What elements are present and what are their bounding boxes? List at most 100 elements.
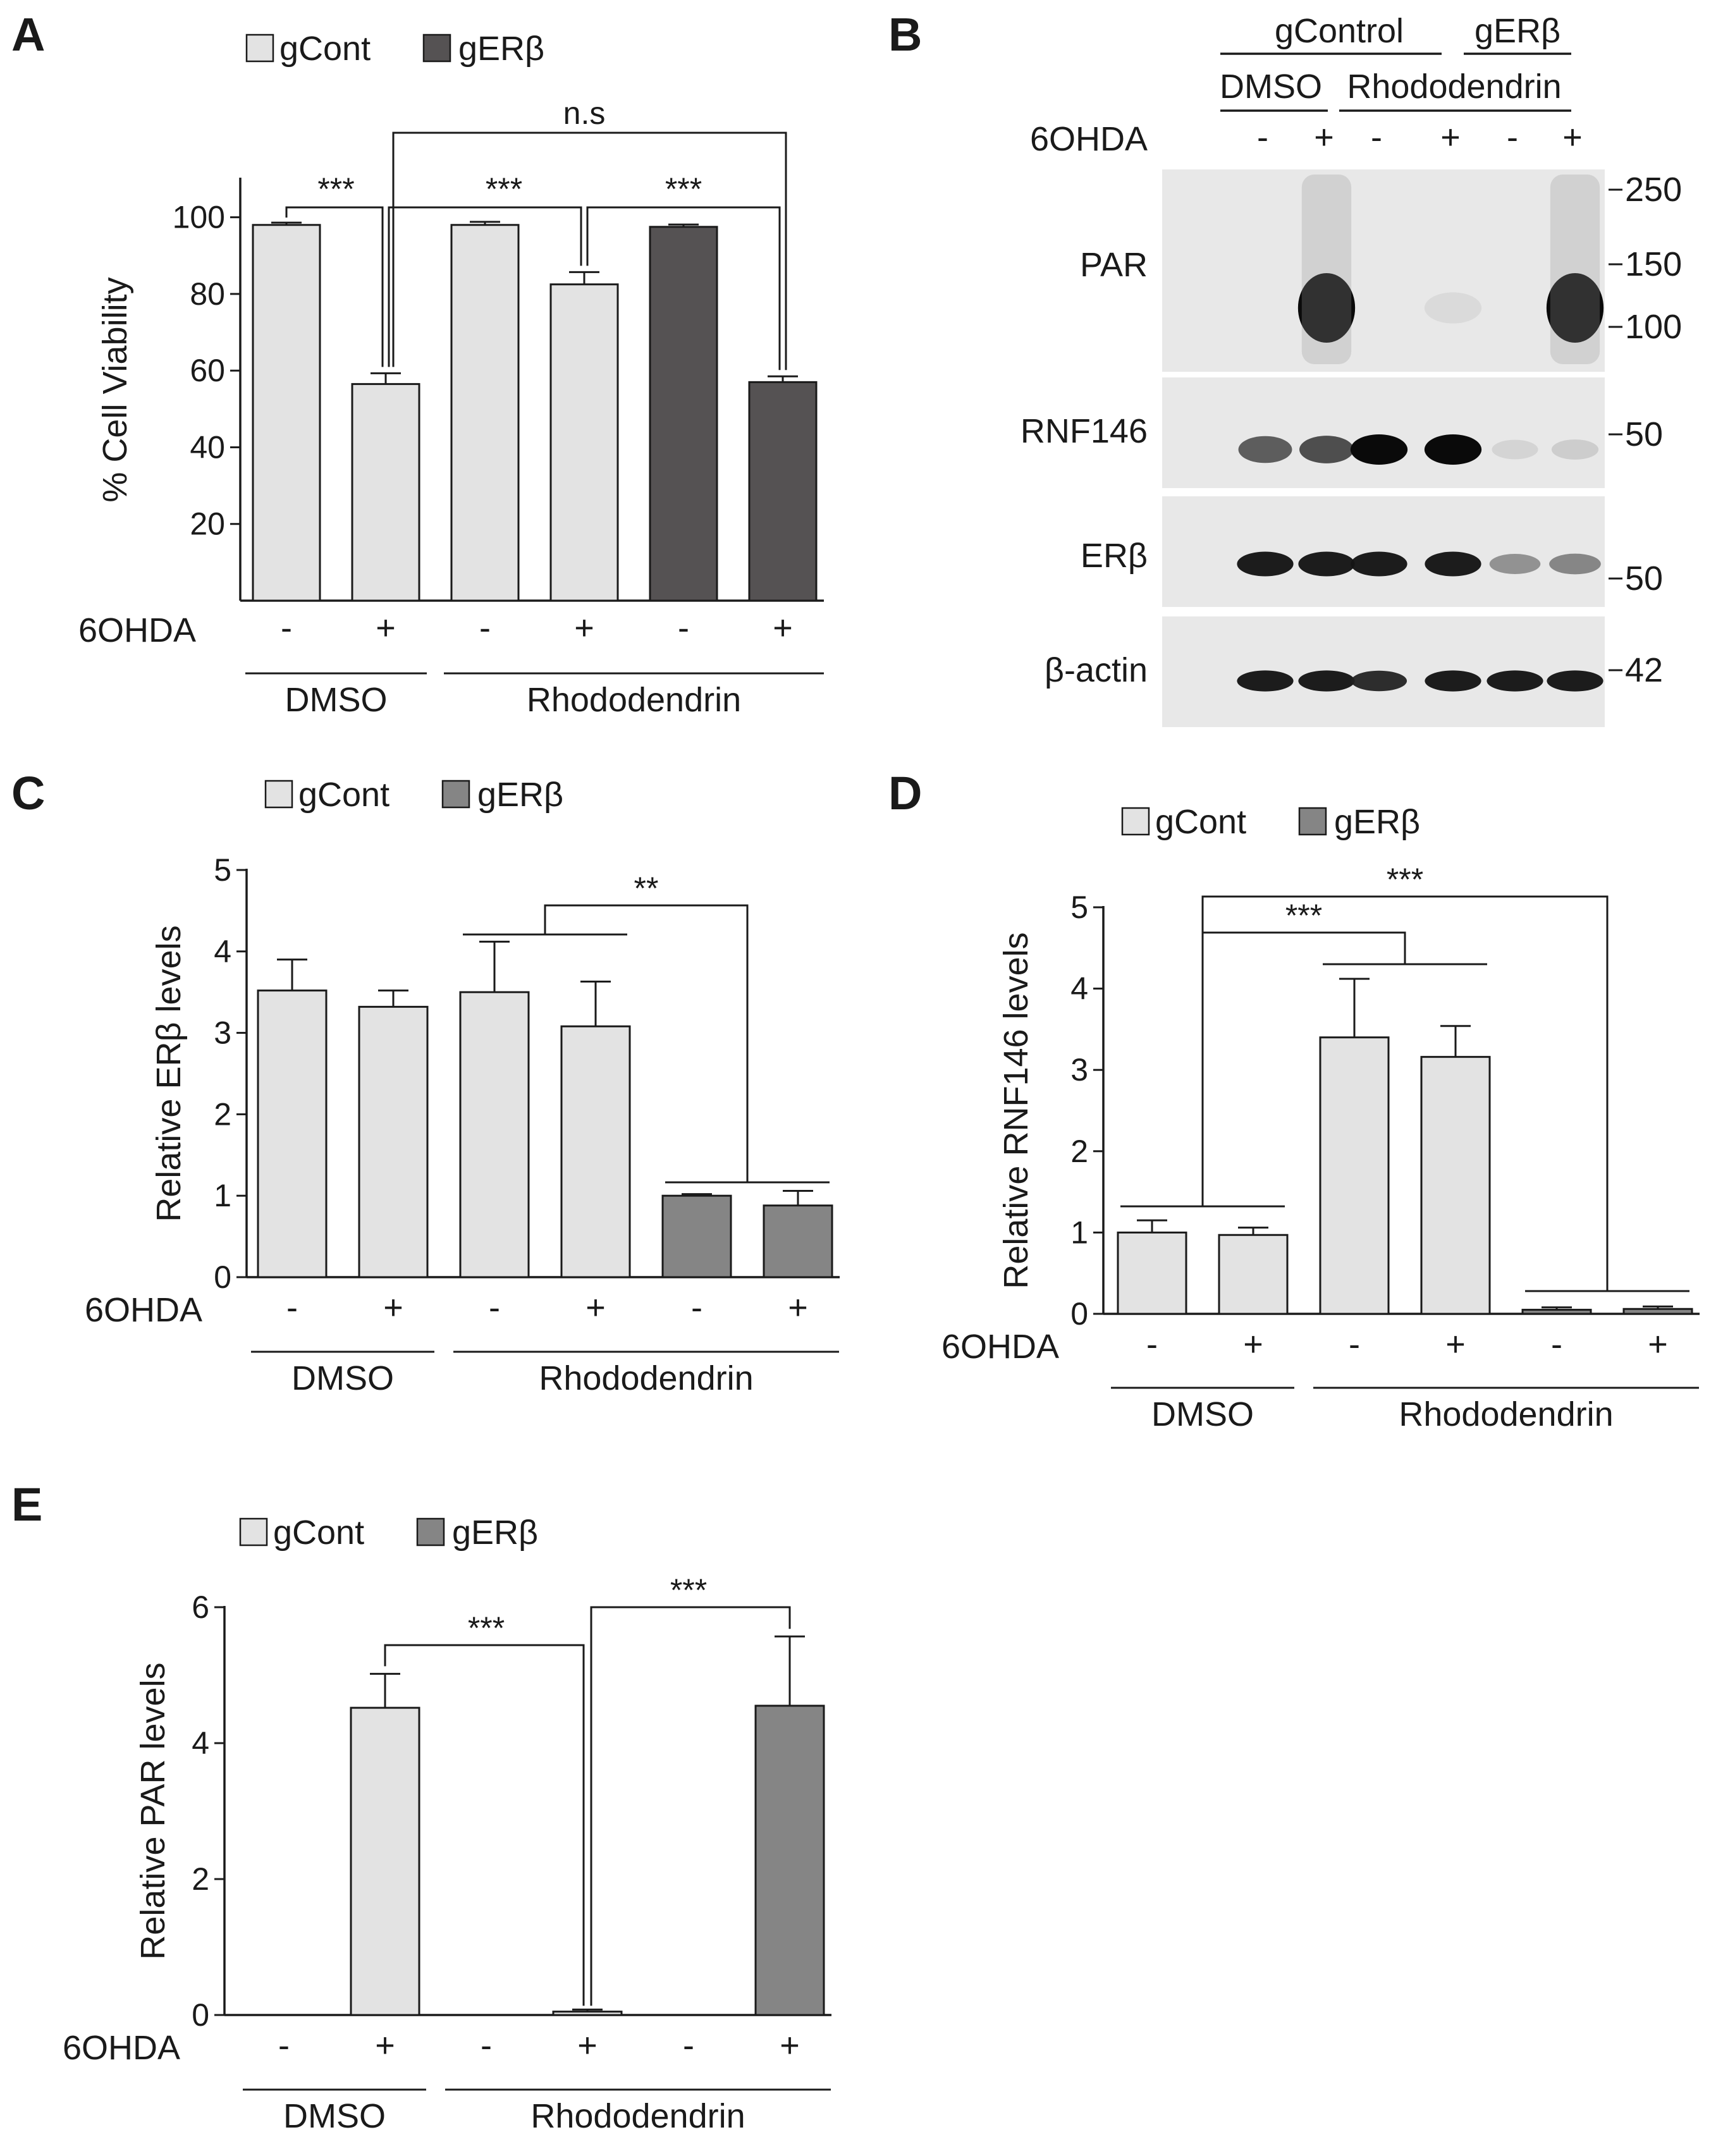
blot-band-3-1 bbox=[1237, 551, 1294, 577]
treatment-sign-3: - bbox=[481, 2026, 492, 2064]
treatment-sign-6: + bbox=[780, 2026, 800, 2064]
treatment-sign-4: + bbox=[585, 1289, 606, 1326]
legend-swatch-gcont bbox=[1121, 807, 1150, 836]
bar-6 bbox=[748, 381, 818, 602]
blot-strip-2 bbox=[1162, 377, 1605, 488]
sig-label-2: *** bbox=[1387, 862, 1423, 897]
sig-bracket-1 bbox=[544, 904, 749, 1182]
legend-label-gerb: gERβ bbox=[477, 776, 563, 814]
sig-label-1: *** bbox=[1285, 898, 1322, 933]
bar-4 bbox=[549, 283, 619, 602]
treatment-sign-1: - bbox=[281, 609, 292, 647]
blot-sign-4: + bbox=[1440, 118, 1461, 156]
legend-label-gcont: gCont bbox=[298, 776, 389, 814]
bar-1 bbox=[1117, 1231, 1187, 1315]
y-tick-label: 1 bbox=[214, 1178, 231, 1213]
blot-smear-6 bbox=[1550, 175, 1600, 364]
treatment-sign-1: - bbox=[1146, 1325, 1158, 1363]
treatment-sign-1: - bbox=[286, 1289, 298, 1326]
group-label-1: DMSO bbox=[1151, 1395, 1254, 1433]
blot-band-3-4 bbox=[1425, 551, 1481, 577]
blot-treatment-label: 6OHDA bbox=[1030, 120, 1148, 158]
legend-swatch-gcont bbox=[264, 780, 293, 809]
sig-bracket-1 bbox=[384, 1644, 585, 2006]
treatment-sign-3: - bbox=[479, 609, 491, 647]
blot-band-4-3 bbox=[1351, 670, 1407, 692]
y-tick-label: 0 bbox=[214, 1259, 231, 1295]
y-tick-label: 4 bbox=[1070, 971, 1088, 1007]
legend-swatch-gerb bbox=[416, 1517, 445, 1547]
y-tick-label: 20 bbox=[190, 506, 225, 542]
bar-4 bbox=[560, 1025, 631, 1278]
group-label-2: Rhododendrin bbox=[530, 2097, 745, 2135]
blot-band-4-6 bbox=[1547, 670, 1603, 692]
panel-letter-a: A bbox=[11, 8, 45, 61]
blot-sign-3: - bbox=[1371, 118, 1382, 156]
blot-band-3-2 bbox=[1298, 551, 1355, 577]
treatment-sign-2: + bbox=[376, 609, 396, 647]
treatment-sign-5: - bbox=[691, 1289, 702, 1326]
treatment-sign-4: + bbox=[574, 609, 594, 647]
blot-row-label-2: RNF146 bbox=[1021, 412, 1148, 450]
blot-band-4-4 bbox=[1425, 670, 1481, 692]
panel-letter-c: C bbox=[11, 767, 45, 819]
y-tick-label: 100 bbox=[173, 200, 225, 235]
group-label-2: Rhododendrin bbox=[527, 681, 741, 719]
bar-2 bbox=[350, 1706, 420, 2016]
bar-6 bbox=[754, 1705, 825, 2016]
blot-band-1-4 bbox=[1424, 292, 1482, 324]
treatment-sign-4: + bbox=[1445, 1325, 1466, 1363]
bar-5 bbox=[661, 1194, 732, 1278]
blot-band-4-5 bbox=[1487, 670, 1543, 692]
y-tick-label: 2 bbox=[214, 1096, 231, 1132]
panel-d-chart: gCont gERβ 0 1 2 3 4 5 Relative RNF146 levels 6OH… bbox=[941, 803, 1700, 1433]
blot-band-3-6 bbox=[1549, 553, 1601, 575]
treatment-sign-3: - bbox=[1349, 1325, 1360, 1363]
sig-bracket-4 bbox=[392, 132, 787, 371]
sig-label-2: *** bbox=[670, 1572, 707, 1608]
blot-marker-label-1-1: 250 bbox=[1625, 171, 1682, 209]
panel-letter-d: D bbox=[888, 767, 922, 819]
treatment-sign-6: + bbox=[773, 609, 793, 647]
blot-band-2-5 bbox=[1492, 439, 1538, 460]
group-label-2: Rhododendrin bbox=[539, 1359, 753, 1397]
bar-5 bbox=[649, 226, 718, 602]
legend-label-gerb: gERβ bbox=[452, 1514, 538, 1552]
sig-label-1: ** bbox=[634, 871, 659, 906]
panel-a-chart: gCont gERβ 20 40 60 80 100 % Cell Viability 6OHD… bbox=[78, 30, 824, 719]
treatment-sign-2: + bbox=[383, 1289, 403, 1326]
blot-strip-1 bbox=[1162, 169, 1605, 372]
bar-6 bbox=[1622, 1308, 1693, 1315]
treatment-label: 6OHDA bbox=[85, 1291, 202, 1329]
blot-sign-2: + bbox=[1314, 118, 1334, 156]
y-tick-label: 5 bbox=[214, 852, 231, 888]
blot-subgroup-1: DMSO bbox=[1220, 68, 1322, 106]
blot-marker-label-3-1: 50 bbox=[1625, 560, 1663, 597]
treatment-label: 6OHDA bbox=[78, 611, 196, 649]
blot-band-4-1 bbox=[1237, 670, 1294, 692]
y-tick-label: 4 bbox=[214, 934, 231, 969]
blot-sign-5: - bbox=[1507, 118, 1518, 156]
bar-2 bbox=[1218, 1234, 1289, 1315]
panel-letter-b: B bbox=[888, 8, 922, 61]
blot-header-group-1: gControl bbox=[1275, 12, 1404, 50]
legend-swatch-gerb bbox=[1298, 807, 1327, 836]
y-tick-label: 3 bbox=[1070, 1052, 1088, 1087]
blot-band-2-4 bbox=[1424, 434, 1482, 465]
treatment-sign-5: - bbox=[683, 2026, 694, 2064]
blot-strip-3 bbox=[1162, 496, 1605, 607]
treatment-sign-6: + bbox=[788, 1289, 808, 1326]
y-tick-label: 4 bbox=[192, 1725, 209, 1761]
sig-bracket-2 bbox=[1201, 895, 1609, 1291]
bar-4 bbox=[552, 2011, 623, 2016]
y-tick-label: 2 bbox=[1070, 1134, 1088, 1169]
sig-label-1: *** bbox=[468, 1610, 505, 1646]
sig-bracket-1 bbox=[1201, 931, 1406, 1206]
treatment-label: 6OHDA bbox=[63, 2029, 180, 2067]
legend-label-gcont: gCont bbox=[279, 30, 371, 68]
blot-subgroup-2: Rhododendrin bbox=[1347, 68, 1561, 106]
treatment-sign-3: - bbox=[489, 1289, 500, 1326]
blot-band-3-3 bbox=[1351, 551, 1407, 577]
sig-label-3: *** bbox=[665, 171, 702, 207]
y-tick-label: 5 bbox=[1070, 890, 1088, 925]
